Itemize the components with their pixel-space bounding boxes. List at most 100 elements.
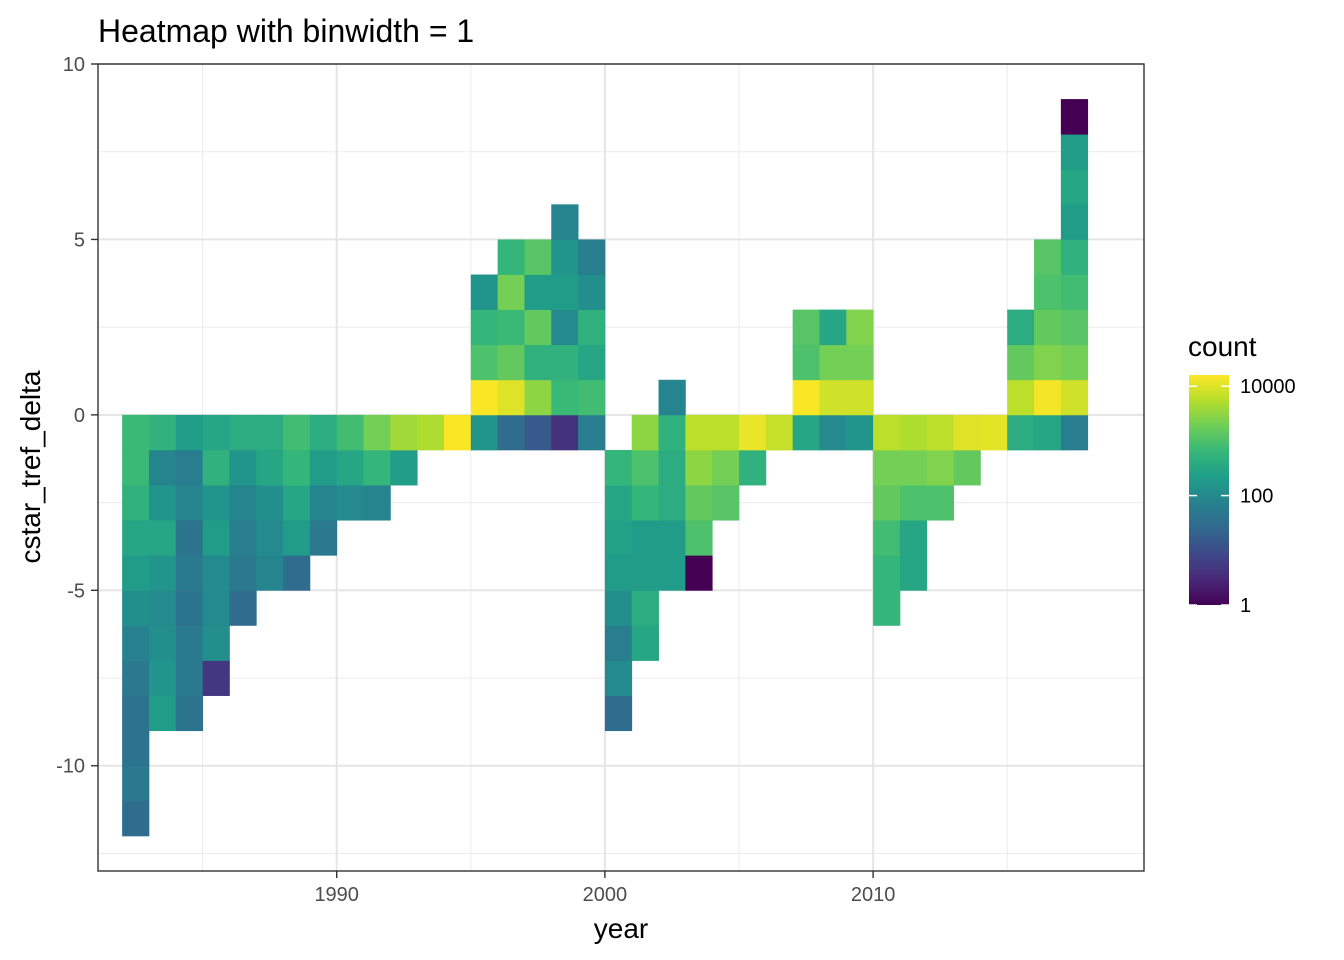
- heatmap-tile: [256, 520, 284, 556]
- heatmap-tile: [631, 485, 659, 521]
- heatmap-tile: [551, 204, 579, 240]
- heatmap-tile: [899, 414, 928, 451]
- heatmap-tile: [148, 520, 177, 556]
- heatmap-tile: [122, 695, 150, 732]
- heatmap-tile: [1060, 204, 1089, 240]
- heatmap-tile: [604, 660, 633, 696]
- heatmap-tile: [256, 414, 284, 451]
- legend-ticks: 1 100 10000: [1189, 376, 1296, 617]
- heatmap-tile: [1060, 414, 1089, 451]
- heatmap-tile: [604, 485, 633, 521]
- heatmap-tile: [122, 520, 150, 556]
- x-tick-label: 2000: [583, 884, 628, 906]
- heatmap-tile: [417, 414, 445, 451]
- heatmap-tile: [470, 309, 499, 346]
- heatmap-tile: [122, 730, 150, 767]
- heatmap-tile: [631, 555, 659, 591]
- heatmap-tile: [256, 555, 284, 591]
- heatmap-tile: [497, 414, 525, 451]
- heatmap-tile: [122, 449, 150, 486]
- heatmap-tile: [256, 449, 284, 486]
- legend-tick-label: 1: [1240, 595, 1251, 617]
- heatmap-tile: [524, 309, 552, 346]
- heatmap-tile: [1034, 344, 1062, 381]
- legend-tick-label: 100: [1240, 486, 1273, 508]
- heatmap-tile: [953, 449, 981, 486]
- x-tick-label: 2010: [851, 884, 896, 906]
- heatmap-tile: [873, 520, 901, 556]
- heatmap-tile: [122, 765, 150, 802]
- heatmap-tile: [712, 485, 740, 521]
- heatmap-tile: [578, 379, 606, 416]
- heatmap-tile: [148, 414, 177, 451]
- heatmap-tile: [363, 485, 391, 521]
- heatmap-tile: [658, 485, 686, 521]
- heatmap-tile: [631, 414, 659, 451]
- heatmap-tile: [524, 239, 552, 275]
- heatmap-tile: [578, 309, 606, 346]
- heatmap-tile: [1060, 274, 1089, 311]
- chart-title: Heatmap with binwidth = 1: [98, 13, 474, 49]
- heatmap-tile: [336, 485, 364, 521]
- heatmap-tile: [873, 414, 901, 451]
- heatmap-tile: [175, 414, 203, 451]
- heatmap-tile: [819, 344, 847, 381]
- heatmap-tile: [899, 449, 928, 486]
- heatmap-tile: [926, 449, 954, 486]
- heatmap-tile: [175, 660, 203, 696]
- heatmap-tile: [122, 414, 150, 451]
- heatmap-tile: [631, 520, 659, 556]
- heatmap-tile: [739, 414, 767, 451]
- heatmap-tile: [604, 449, 633, 486]
- heatmap-tile: [497, 239, 525, 275]
- heatmap-tile: [283, 485, 311, 521]
- heatmap-tile: [148, 485, 177, 521]
- heatmap-tile: [873, 590, 901, 626]
- heatmap-tile: [685, 414, 713, 451]
- heatmap-tile: [604, 555, 633, 591]
- heatmap-tile: [524, 274, 552, 311]
- y-axis: -10 -5 0 5 10: [56, 54, 98, 778]
- heatmap-tile: [712, 414, 740, 451]
- heatmap-tile: [497, 274, 525, 311]
- heatmap-tile: [202, 485, 230, 521]
- heatmap-tile: [202, 590, 230, 626]
- heatmap-tile: [443, 414, 472, 451]
- heatmap-tile: [309, 449, 338, 486]
- heatmap-tile: [658, 555, 686, 591]
- heatmap-tile: [148, 555, 177, 591]
- heatmap-tile: [1034, 414, 1062, 451]
- heatmap-tile: [1060, 239, 1089, 275]
- heatmap-tiles: [122, 99, 1089, 837]
- heatmap-tile: [846, 414, 874, 451]
- heatmap-tile: [578, 344, 606, 381]
- heatmap-tile: [578, 414, 606, 451]
- heatmap-tile: [524, 379, 552, 416]
- heatmap-tile: [792, 414, 820, 451]
- heatmap-tile: [390, 414, 418, 451]
- heatmap-tile: [148, 449, 177, 486]
- heatmap-tile: [873, 449, 901, 486]
- heatmap-tile: [604, 520, 633, 556]
- heatmap-tile: [792, 379, 820, 416]
- x-tick-label: 1990: [314, 884, 359, 906]
- heatmap-tile: [497, 344, 525, 381]
- heatmap-tile: [229, 414, 257, 451]
- heatmap-tile: [658, 414, 686, 451]
- heatmap-tile: [202, 555, 230, 591]
- heatmap-tile: [256, 485, 284, 521]
- heatmap-tile: [524, 344, 552, 381]
- heatmap-tile: [122, 660, 150, 696]
- heatmap-tile: [202, 660, 230, 696]
- y-axis-title: cstar_tref_delta: [15, 370, 46, 563]
- heatmap-tile: [309, 485, 338, 521]
- y-tick-label: -5: [67, 580, 85, 602]
- heatmap-tile: [202, 414, 230, 451]
- heatmap-tile: [283, 449, 311, 486]
- heatmap-tile: [122, 485, 150, 521]
- heatmap-tile: [175, 625, 203, 661]
- heatmap-tile: [122, 800, 150, 837]
- heatmap-tile: [846, 344, 874, 381]
- heatmap-tile: [873, 485, 901, 521]
- heatmap-tile: [792, 309, 820, 346]
